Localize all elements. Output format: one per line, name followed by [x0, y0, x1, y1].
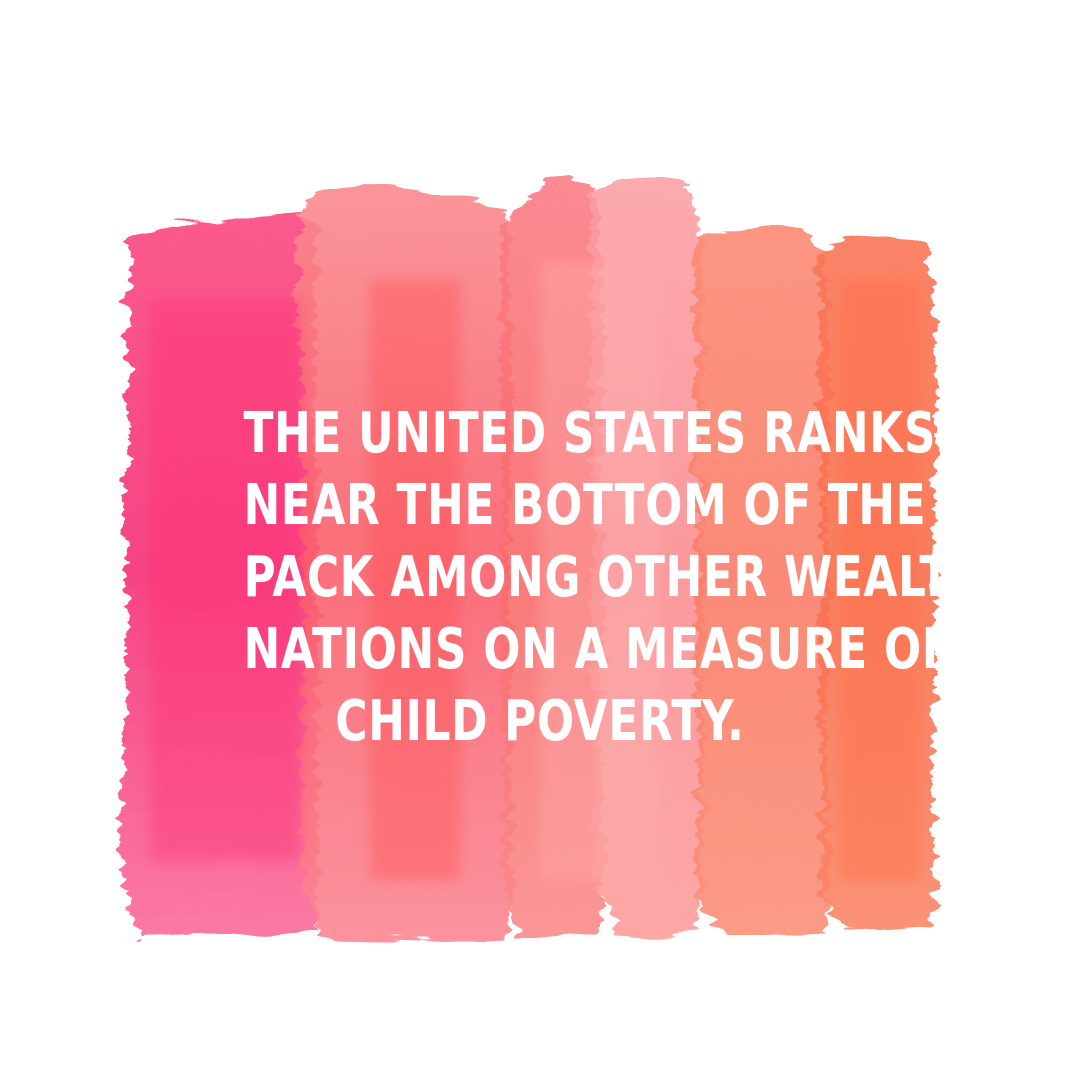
- quote-line: THE UNITED STATES RANKS: [243, 401, 937, 466]
- quote-line: PACK AMONG OTHER WEALTHY: [243, 545, 1020, 610]
- watercolor-wash: [840, 280, 920, 880]
- quote-text: THE UNITED STATES RANKS NEAR THE BOTTOM …: [160, 398, 1020, 758]
- watercolor-wash: [370, 280, 460, 880]
- watercolor-wash: [150, 300, 300, 860]
- quote-line: NATIONS ON A MEASURE OF: [243, 617, 953, 682]
- quote-line: CHILD POVERTY.: [335, 689, 745, 754]
- quote-line: NEAR THE BOTTOM OF THE: [243, 473, 927, 538]
- watercolor-stripe: [692, 226, 830, 938]
- watercolor-wash: [540, 260, 660, 880]
